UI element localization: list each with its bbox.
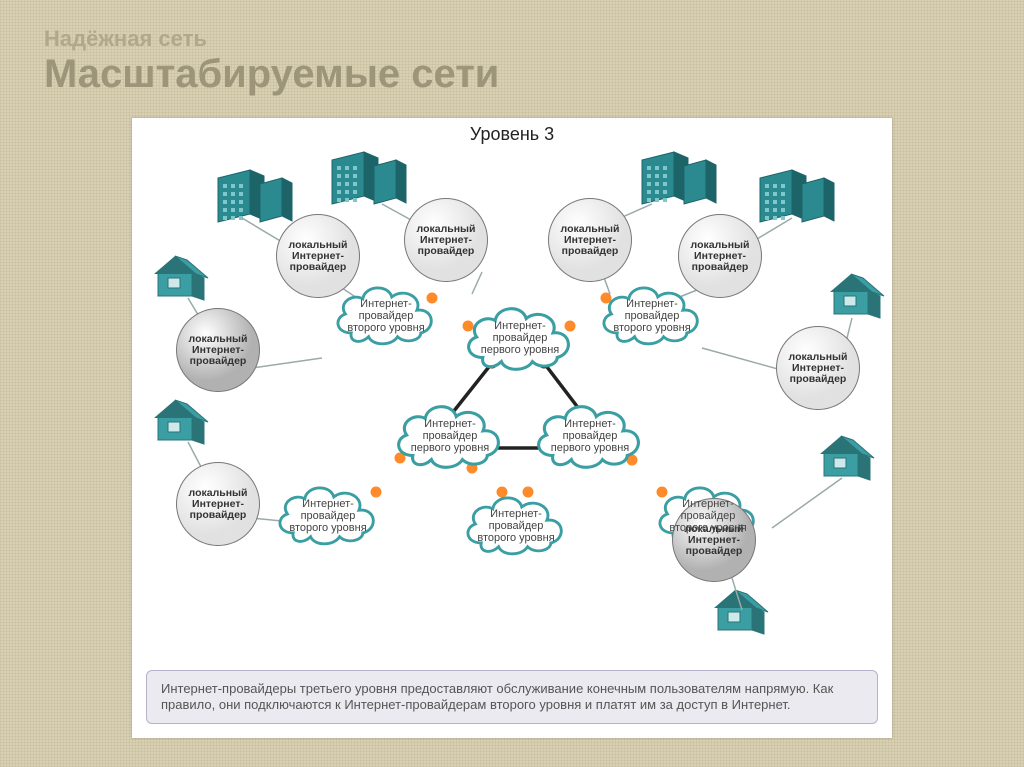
page-subtitle: Надёжная сеть	[44, 26, 207, 52]
cloud-label: Интернет-провайдерпервого уровня	[388, 396, 512, 454]
local-isp-label: локальныйИнтернет-провайдер	[553, 224, 627, 257]
cloud-label: Интернет-провайдервторого уровня	[328, 278, 444, 334]
local-isp-node-2: локальныйИнтернет-провайдер	[548, 198, 632, 282]
cloud-tier2-2: Интернет-провайдервторого уровня	[270, 478, 386, 550]
local-isp-label: локальныйИнтернет-провайдер	[683, 240, 757, 273]
cloud-label: Интернет-провайдерпервого уровня	[458, 298, 582, 356]
local-isp-node-1: локальныйИнтернет-провайдер	[404, 198, 488, 282]
footer-caption: Интернет-провайдеры третьего уровня пред…	[146, 670, 878, 724]
cloud-tier2-0: Интернет-провайдервторого уровня	[328, 278, 444, 350]
cloud-label: Интернет-провайдервторого уровня	[458, 488, 574, 544]
local-isp-node-4: локальныйИнтернет-провайдер	[176, 308, 260, 392]
diagram-panel: Уровень 3 Интернет-провайдерпервого уров…	[132, 118, 892, 738]
local-isp-node-6: локальныйИнтернет-провайдер	[176, 462, 260, 546]
panel-title: Уровень 3	[132, 124, 892, 145]
local-isp-label: локальныйИнтернет-провайдер	[181, 334, 255, 367]
cloud-label: Интернет-провайдервторого уровня	[650, 478, 766, 534]
local-isp-node-5: локальныйИнтернет-провайдер	[776, 326, 860, 410]
cloud-label: Интернет-провайдерпервого уровня	[528, 396, 652, 454]
local-isp-label: локальныйИнтернет-провайдер	[181, 488, 255, 521]
local-isp-label: локальныйИнтернет-провайдер	[281, 240, 355, 273]
local-isp-label: локальныйИнтернет-провайдер	[409, 224, 483, 257]
cloud-label: Интернет-провайдервторого уровня	[594, 278, 710, 334]
cloud-tier2-3: Интернет-провайдервторого уровня	[458, 488, 574, 560]
page-title: Масштабируемые сети	[44, 52, 499, 97]
cloud-label: Интернет-провайдервторого уровня	[270, 478, 386, 534]
cloud-tier1-2: Интернет-провайдерпервого уровня	[528, 396, 652, 474]
cloud-tier2-1: Интернет-провайдервторого уровня	[594, 278, 710, 350]
cloud-tier1-0: Интернет-провайдерпервого уровня	[458, 298, 582, 376]
cloud-tier1-1: Интернет-провайдерпервого уровня	[388, 396, 512, 474]
local-isp-label: локальныйИнтернет-провайдер	[781, 352, 855, 385]
network-diagram: Интернет-провайдерпервого уровняИнтернет…	[132, 148, 892, 658]
